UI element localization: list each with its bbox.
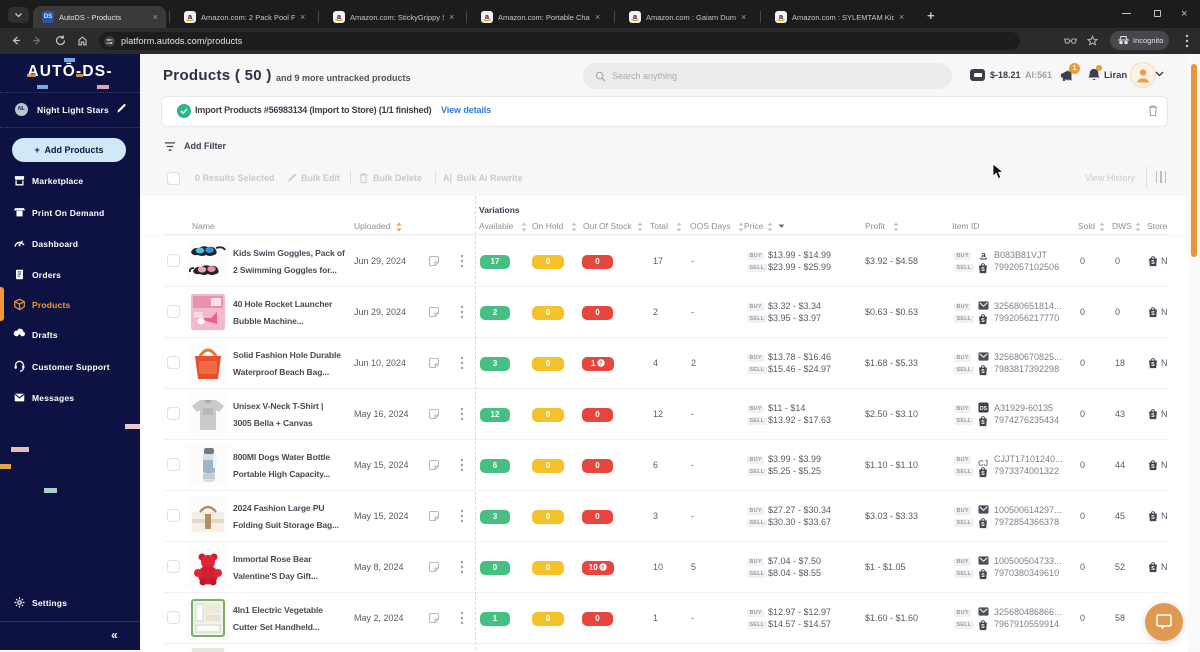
svg-text:S: S — [981, 420, 985, 426]
svg-text:S: S — [981, 369, 985, 375]
svg-text:S: S — [1151, 566, 1155, 572]
svg-text:S: S — [1151, 413, 1155, 419]
svg-text:S: S — [981, 471, 985, 477]
svg-text:DS: DS — [980, 406, 988, 412]
svg-text:S: S — [1151, 515, 1155, 521]
svg-text:S: S — [981, 573, 985, 579]
svg-text:a: a — [633, 12, 638, 21]
svg-text:a: a — [981, 250, 986, 259]
svg-text:a: a — [188, 12, 193, 21]
svg-text:S: S — [981, 267, 985, 273]
svg-text:S: S — [1151, 464, 1155, 470]
svg-text:S: S — [1151, 260, 1155, 266]
svg-text:S: S — [1151, 362, 1155, 368]
svg-text:a: a — [337, 12, 342, 21]
svg-text:S: S — [1151, 311, 1155, 317]
svg-text:S: S — [981, 522, 985, 528]
svg-text:S: S — [981, 318, 985, 324]
svg-text:a: a — [485, 12, 490, 21]
svg-text:a: a — [779, 12, 784, 21]
svg-text:S: S — [981, 624, 985, 630]
